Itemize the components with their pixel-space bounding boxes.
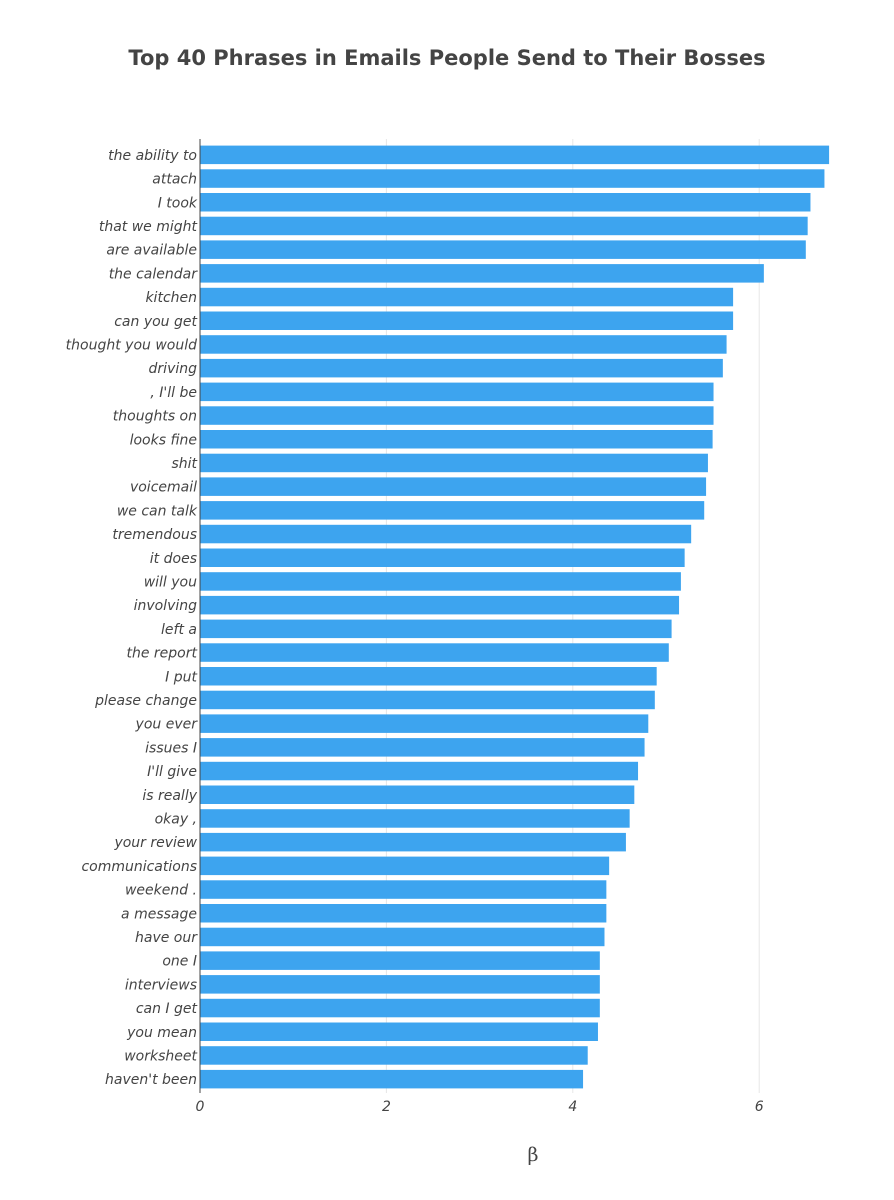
category-label: I took — [158, 195, 198, 211]
category-label: interviews — [125, 977, 197, 993]
category-label: a message — [121, 906, 197, 922]
category-label: thoughts on — [113, 409, 197, 425]
bar — [200, 1022, 598, 1041]
bar — [200, 501, 705, 520]
bar — [200, 430, 713, 449]
category-label: tremendous — [112, 527, 197, 543]
bar — [200, 358, 723, 378]
bar — [200, 335, 727, 354]
bar — [200, 785, 635, 804]
category-label: can you get — [114, 314, 197, 330]
x-tick-label: 6 — [755, 1099, 764, 1115]
bar — [200, 477, 707, 496]
bar — [200, 1069, 584, 1089]
category-label: left a — [161, 622, 197, 638]
bar — [200, 193, 811, 212]
category-label: we can talk — [117, 503, 198, 519]
bar — [200, 453, 708, 473]
bar — [200, 145, 830, 165]
bar — [200, 690, 655, 710]
category-label: I'll give — [147, 764, 197, 780]
bar — [200, 761, 639, 781]
category-label: your review — [113, 835, 197, 851]
bar — [200, 975, 600, 994]
category-label: the report — [127, 646, 198, 662]
bar — [200, 619, 672, 639]
bar — [200, 998, 600, 1018]
bar — [200, 382, 714, 402]
bar — [200, 904, 607, 923]
bars — [200, 145, 830, 1089]
category-label: the ability to — [108, 148, 197, 164]
category-label: are available — [106, 243, 197, 259]
bar — [200, 548, 685, 567]
category-label: driving — [149, 361, 198, 377]
category-label: weekend . — [125, 883, 197, 899]
bar — [200, 714, 649, 733]
category-label: issues I — [145, 740, 197, 756]
bar — [200, 240, 806, 259]
category-label: okay , — [155, 811, 197, 827]
bar — [200, 832, 626, 852]
bar — [200, 524, 692, 544]
bar — [200, 287, 734, 307]
x-tick-label: 2 — [382, 1099, 391, 1115]
bar — [200, 951, 600, 970]
bar — [200, 595, 680, 615]
x-tick-labels: 0 2 4 6 — [196, 1099, 764, 1115]
bar — [200, 169, 825, 188]
category-label: attach — [152, 172, 197, 188]
bar — [200, 264, 764, 283]
x-tick-label: 4 — [568, 1099, 577, 1115]
category-label: communications — [81, 859, 197, 875]
category-label: will you — [144, 574, 197, 590]
bar — [200, 880, 607, 899]
x-axis-title: β — [528, 1144, 539, 1166]
category-labels: the ability to attach I took that we might a… — [66, 148, 199, 1088]
category-label: that we might — [99, 219, 198, 235]
category-label: one I — [162, 954, 197, 970]
category-label: have our — [135, 930, 198, 946]
category-label: thought you would — [66, 337, 197, 353]
category-label: is really — [142, 788, 197, 804]
category-label: shit — [171, 456, 197, 472]
category-label: , I'll be — [150, 385, 197, 401]
category-label: you mean — [126, 1025, 197, 1041]
bar — [200, 216, 808, 236]
bar — [200, 311, 734, 330]
bar — [200, 738, 645, 757]
category-label: worksheet — [124, 1048, 197, 1064]
chart-title: Top 40 Phrases in Emails People Send to … — [128, 46, 766, 70]
bar — [200, 1046, 588, 1065]
bar — [200, 406, 714, 425]
category-label: it does — [150, 551, 197, 567]
bar — [200, 809, 630, 828]
bar — [200, 667, 657, 686]
bar — [200, 572, 681, 591]
category-label: the calendar — [109, 266, 199, 282]
category-label: you ever — [135, 717, 199, 733]
category-label: looks fine — [130, 432, 197, 448]
category-label: I put — [165, 669, 197, 685]
bar — [200, 856, 610, 876]
category-label: voicemail — [130, 480, 197, 496]
bar — [200, 643, 669, 662]
category-label: can I get — [136, 1001, 198, 1017]
bar — [200, 927, 605, 947]
category-label: involving — [134, 598, 198, 614]
category-label: please change — [94, 693, 197, 709]
category-label: haven't been — [105, 1072, 197, 1088]
category-label: kitchen — [145, 290, 197, 306]
x-tick-label: 0 — [196, 1099, 205, 1115]
